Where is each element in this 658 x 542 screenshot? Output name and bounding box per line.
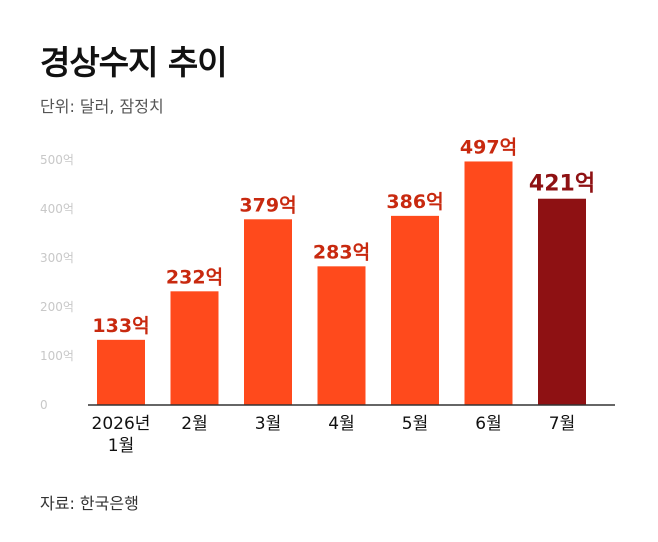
category-label: 2026년 1월	[92, 414, 151, 456]
value-label: 379억	[239, 194, 296, 216]
bar	[391, 215, 439, 405]
bar	[464, 161, 513, 405]
y-tick-label: 300억	[40, 251, 74, 265]
y-tick-label: 100억	[40, 349, 74, 363]
bar	[244, 219, 292, 405]
value-label: 232억	[166, 266, 223, 288]
source-note: 자료: 한국은행	[40, 494, 139, 513]
bars	[97, 161, 586, 405]
unit-note: 단위: 달러, 잠정치	[40, 97, 164, 116]
category-label: 3월	[255, 414, 281, 434]
y-axis-ticks: 0 100억 200억 300억 400억 500억	[40, 153, 74, 412]
category-label: 5월	[402, 414, 428, 434]
bar	[97, 339, 145, 405]
y-tick-label: 0	[40, 398, 48, 412]
value-label: 421억	[529, 172, 595, 197]
chart-title: 경상수지 추이	[40, 43, 228, 82]
y-tick-label: 500억	[40, 153, 74, 167]
category-label: 7월	[549, 414, 575, 434]
bar	[317, 266, 366, 405]
value-label: 497억	[460, 136, 517, 158]
y-tick-label: 200억	[40, 300, 74, 314]
bar	[170, 291, 219, 405]
value-label: 283억	[313, 241, 370, 263]
category-label: 2월	[181, 414, 207, 434]
category-label: 6월	[475, 414, 501, 434]
x-axis-labels: 2026년 1월 2월 3월 4월 5월 6월 7월	[92, 414, 576, 456]
bar	[538, 198, 586, 405]
value-labels: 133억 232억 379억 283억 386억 497억 421억	[92, 136, 595, 336]
value-label: 133억	[92, 315, 149, 337]
y-tick-label: 400억	[40, 202, 74, 216]
category-label: 4월	[328, 414, 354, 434]
value-label: 386억	[386, 191, 443, 213]
